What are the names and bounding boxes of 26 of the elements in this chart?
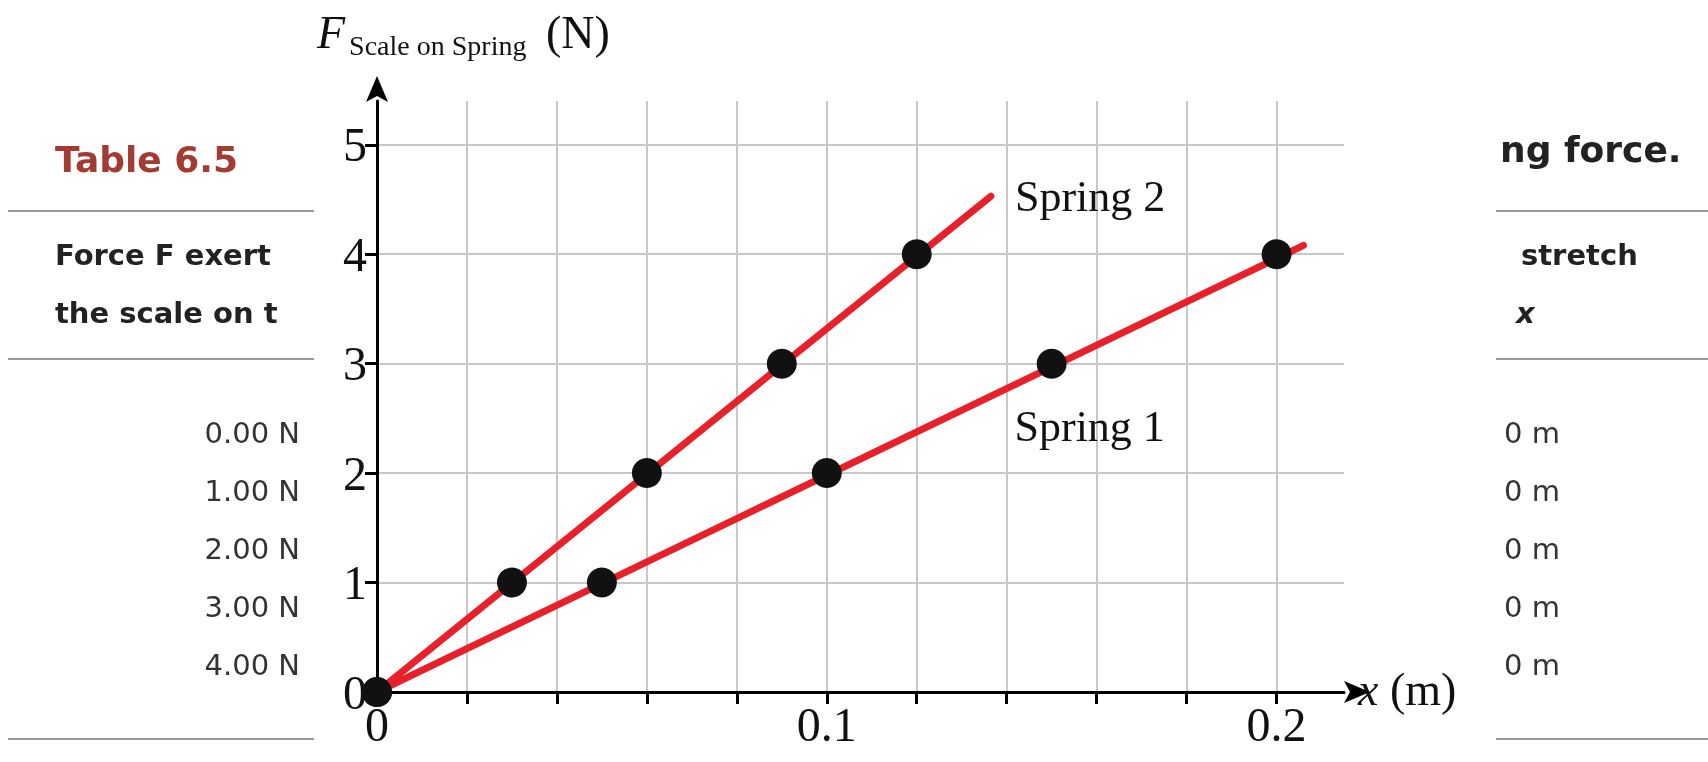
y-tick-label: 3	[343, 337, 367, 391]
text: Force F exert	[55, 238, 271, 273]
text: 2.00 N	[204, 532, 300, 567]
x-axis-title: x (m)	[1357, 663, 1457, 715]
text: x	[1516, 296, 1535, 331]
text: 3.00 N	[204, 590, 300, 625]
x-tick-label: 0.1	[796, 697, 857, 751]
y-tick-label: 4	[343, 227, 367, 281]
text: 0 m	[1504, 648, 1560, 683]
y-tick-label: 1	[343, 556, 367, 610]
series-label: Spring 2	[1014, 171, 1166, 221]
caption: Table 6.5	[55, 138, 239, 182]
text: 0.00 N	[204, 416, 300, 451]
text: the scale on t	[55, 296, 278, 331]
text: stretch	[1521, 238, 1638, 273]
x-tick-label: 0.2	[1246, 697, 1307, 751]
y-tick-label: 2	[343, 446, 367, 500]
text: 0 m	[1504, 532, 1560, 567]
text: 0 m	[1504, 416, 1560, 451]
y-tick-label: 5	[343, 118, 367, 172]
text: 0 m	[1504, 474, 1560, 509]
text: ng force.	[1500, 128, 1682, 172]
text: 1.00 N	[204, 474, 300, 509]
series-label: Spring 1	[1014, 401, 1165, 451]
text: 0 m	[1504, 590, 1560, 625]
text: 4.00 N	[204, 648, 300, 683]
